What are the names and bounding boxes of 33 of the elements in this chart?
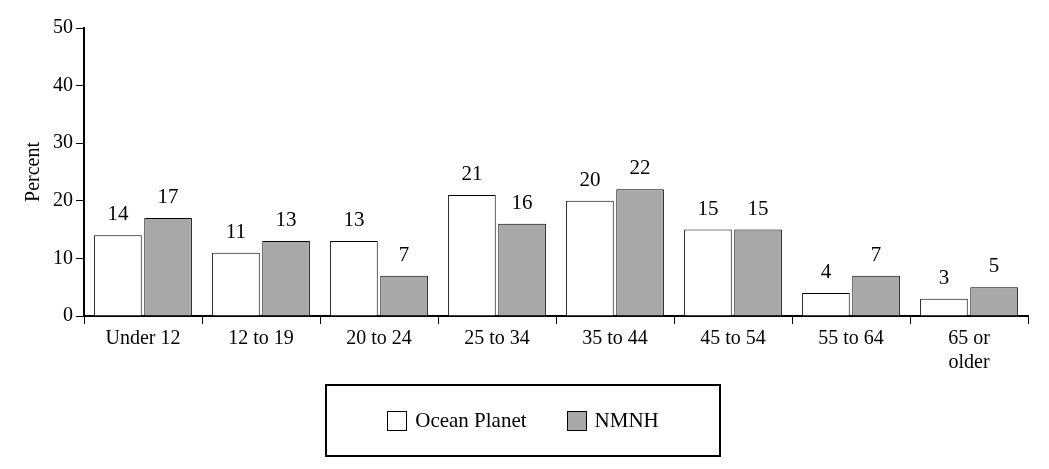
x-tick-label: 65 or older: [948, 326, 991, 373]
data-label: 21: [461, 161, 483, 186]
data-label: 15: [697, 195, 719, 220]
x-tick-label: 20 to 24: [346, 326, 412, 349]
legend-label: Ocean Planet: [415, 408, 527, 433]
y-tick-label: 0: [63, 303, 73, 326]
data-label: 11: [225, 218, 247, 243]
legend-label: NMNH: [594, 408, 659, 433]
y-axis-title: Percent: [21, 141, 44, 202]
y-tick-label: 20: [53, 188, 73, 211]
y-tick-label: 40: [53, 72, 73, 95]
data-label: 3: [938, 264, 950, 289]
x-tick-label: 12 to 19: [228, 326, 294, 349]
x-tick-label: Under 12: [105, 326, 181, 349]
data-label: 13: [275, 207, 297, 232]
x-tick-label: 55 to 64: [818, 326, 884, 349]
x-tick-label: 45 to 54: [700, 326, 766, 349]
data-label: 15: [747, 195, 769, 220]
data-label: 22: [629, 155, 651, 180]
data-label: 5: [988, 253, 1000, 278]
y-tick-label: 30: [53, 130, 73, 153]
data-label: 13: [343, 207, 365, 232]
data-label: 4: [820, 258, 832, 283]
x-tick-label: 35 to 44: [582, 326, 648, 349]
data-label: 14: [107, 201, 129, 226]
data-label: 17: [157, 184, 179, 209]
data-label: 7: [870, 241, 882, 266]
data-label: 7: [398, 241, 410, 266]
data-label: 16: [511, 189, 533, 214]
y-tick-label: 10: [53, 245, 73, 268]
data-label: 20: [579, 166, 601, 191]
x-tick-label: 25 to 34: [464, 326, 530, 349]
y-tick-label: 50: [53, 15, 73, 38]
